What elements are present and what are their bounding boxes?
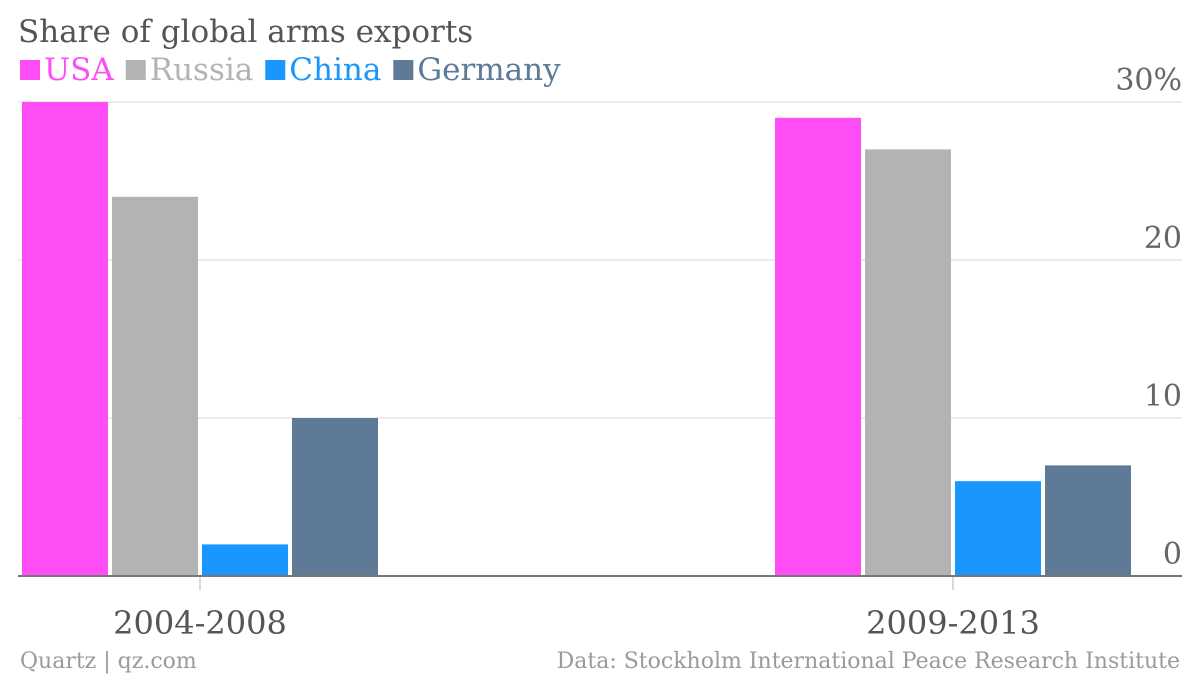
credit-text: Quartz | qz.com [20, 649, 197, 674]
legend-swatch-germany [393, 60, 414, 80]
y-tick-label: 20 [1144, 221, 1182, 256]
bar-russia-2009-2013 [865, 149, 951, 576]
bar-china-2009-2013 [955, 481, 1041, 576]
gridlines [18, 101, 1182, 419]
x-tick-label: 2004-2008 [113, 604, 287, 642]
bar-russia-2004-2008 [112, 196, 198, 577]
legend-label-russia: Russia [150, 52, 254, 88]
legend-label-germany: Germany [417, 52, 561, 88]
bar-germany-2009-2013 [1045, 465, 1131, 576]
legend-swatch-china [265, 60, 286, 80]
y-tick-label: 30% [1115, 63, 1182, 98]
source-text: Data: Stockholm International Peace Rese… [557, 649, 1180, 674]
x-axis-ticks: 2004-2008 2009-2013 [113, 576, 1040, 642]
legend-label-usa: USA [44, 52, 114, 88]
y-tick-label: 10 [1144, 379, 1182, 414]
bar-usa-2004-2008 [22, 102, 108, 576]
bars [22, 102, 1131, 577]
bar-usa-2009-2013 [775, 117, 861, 577]
chart-title: Share of global arms exports [18, 14, 473, 50]
bar-china-2004-2008 [202, 544, 288, 576]
x-tick-label: 2009-2013 [866, 604, 1040, 642]
y-tick-label: 0 [1163, 537, 1182, 572]
legend-swatch-russia [125, 60, 146, 80]
legend-label-china: China [289, 52, 381, 88]
legend: USA Russia China Germany [20, 52, 561, 88]
bar-germany-2004-2008 [292, 418, 378, 576]
legend-swatch-usa [20, 60, 40, 80]
y-axis-ticks: 0 10 20 30% [1115, 63, 1182, 572]
